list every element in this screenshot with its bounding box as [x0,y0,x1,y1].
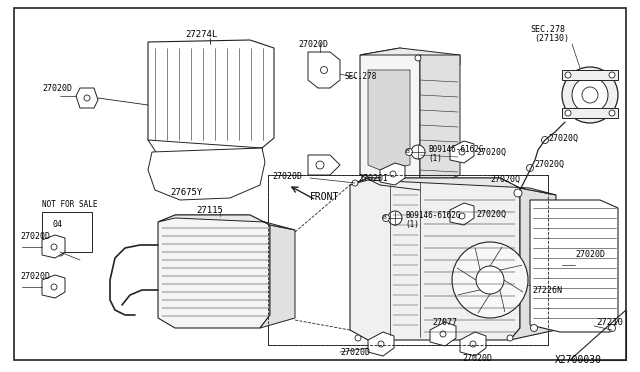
Polygon shape [308,155,340,175]
Text: 04: 04 [52,220,62,229]
Text: B09146-6162G: B09146-6162G [428,145,483,154]
Text: NOT FOR SALE: NOT FOR SALE [42,200,97,209]
Circle shape [415,55,421,61]
Polygon shape [460,332,486,356]
Polygon shape [76,88,98,108]
Circle shape [476,266,504,294]
Text: 27020D: 27020D [462,354,492,363]
Circle shape [609,324,616,331]
Circle shape [51,284,57,290]
Circle shape [531,324,538,331]
Circle shape [572,77,608,113]
Circle shape [388,211,402,225]
Text: B: B [405,149,409,154]
Polygon shape [42,235,65,258]
Polygon shape [530,200,618,332]
Text: 27020Q: 27020Q [490,175,520,184]
Text: 27020D: 27020D [20,272,50,281]
Circle shape [541,137,548,144]
Text: 27020I: 27020I [358,174,388,183]
Text: 27020Q: 27020Q [476,148,506,157]
Circle shape [565,110,571,116]
Bar [562,70,618,80]
Text: (1): (1) [428,154,442,163]
Text: 27274L: 27274L [185,30,217,39]
Polygon shape [450,141,474,163]
Text: 27020D: 27020D [42,84,72,93]
Polygon shape [148,140,262,165]
Text: 27210: 27210 [596,318,623,327]
Text: 27020D: 27020D [272,172,302,181]
Polygon shape [350,178,520,340]
Polygon shape [380,163,405,185]
Circle shape [412,184,418,190]
Circle shape [56,248,64,256]
Polygon shape [308,52,340,88]
Polygon shape [368,332,394,356]
Circle shape [459,149,465,155]
Text: (27130): (27130) [534,34,569,43]
Polygon shape [42,275,65,298]
Polygon shape [360,48,460,65]
Circle shape [527,164,534,171]
Polygon shape [260,225,295,328]
Text: 27020Q: 27020Q [476,210,506,219]
Text: 27020Q: 27020Q [548,134,578,143]
Circle shape [411,145,425,159]
Bar [268,175,548,345]
Text: 27020D: 27020D [20,232,50,241]
Polygon shape [430,322,456,346]
Polygon shape [368,70,410,170]
Text: 27226N: 27226N [532,286,562,295]
Circle shape [452,242,528,318]
Text: SEC.278: SEC.278 [345,72,378,81]
Circle shape [355,335,361,341]
Polygon shape [360,48,420,190]
Text: 27020D: 27020D [298,40,328,49]
Text: 27077: 27077 [432,318,457,327]
Polygon shape [350,178,556,195]
Polygon shape [148,40,274,148]
Circle shape [470,341,476,347]
Text: X2700030: X2700030 [555,355,602,365]
Text: FRONT: FRONT [310,192,339,202]
Text: B09146-6162G: B09146-6162G [405,211,461,220]
Circle shape [352,180,358,186]
Circle shape [562,67,618,123]
Circle shape [440,331,446,337]
Circle shape [507,335,513,341]
Circle shape [316,161,324,169]
Circle shape [514,189,522,197]
Circle shape [362,175,368,181]
Circle shape [459,213,465,219]
Circle shape [321,67,328,74]
Circle shape [609,110,615,116]
Polygon shape [158,215,270,328]
Circle shape [84,95,90,101]
Polygon shape [420,55,460,190]
Text: SEC.278: SEC.278 [530,25,565,34]
Circle shape [565,72,571,78]
Circle shape [582,87,598,103]
Circle shape [51,244,57,250]
Circle shape [378,341,384,347]
Bar [42,212,92,252]
Text: 27115: 27115 [196,206,223,215]
Text: (1): (1) [405,220,419,229]
Circle shape [609,72,615,78]
Circle shape [390,171,396,177]
Text: 27675Y: 27675Y [170,188,202,197]
Text: 27020D: 27020D [340,348,370,357]
Circle shape [383,215,390,221]
Polygon shape [158,215,295,230]
Text: 27020Q: 27020Q [534,160,564,169]
Text: B: B [382,215,386,220]
Polygon shape [450,203,474,225]
Polygon shape [148,148,265,200]
Polygon shape [510,188,556,340]
Circle shape [406,148,413,155]
Text: 27020D: 27020D [575,250,605,259]
Bar [562,108,618,118]
